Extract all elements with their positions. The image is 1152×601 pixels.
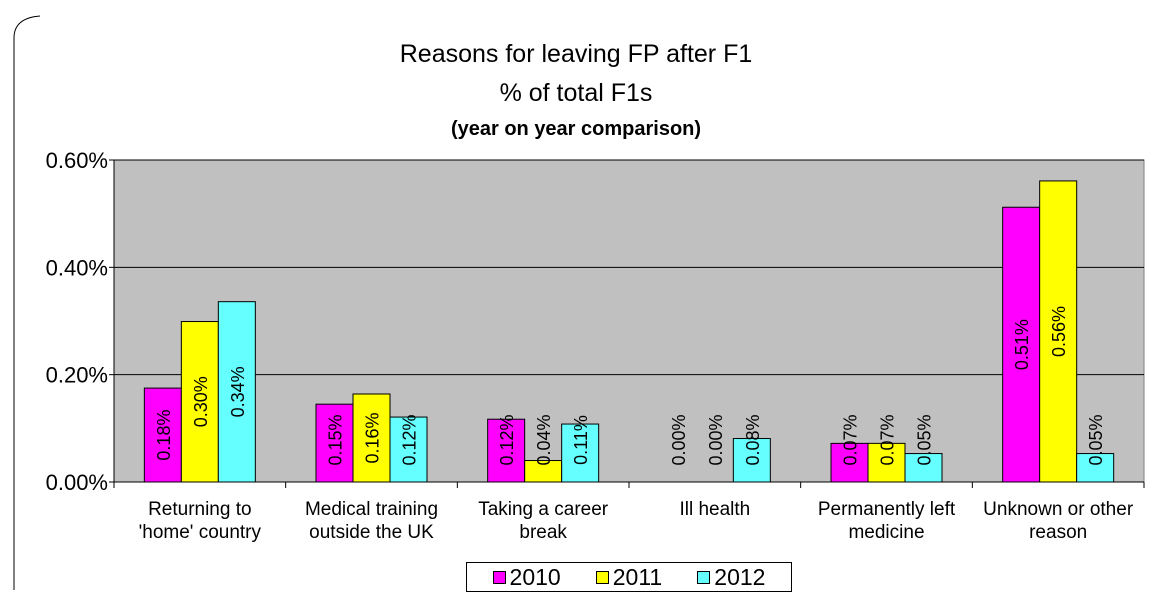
data-label: 0.18% bbox=[154, 410, 174, 461]
legend-label-2010: 2010 bbox=[509, 563, 561, 590]
x-tick-label: 'home' country bbox=[139, 522, 262, 543]
data-label: 0.15% bbox=[326, 414, 346, 465]
bar-2011 bbox=[352, 393, 391, 483]
data-labels: 0.18% 0.30% 0.34% 0.15% 0.16% 0.12% 0.12% 0.04%… bbox=[154, 306, 1106, 466]
x-tick-label: medicine bbox=[848, 522, 924, 543]
data-label: 0.56% bbox=[1049, 306, 1069, 357]
x-tick-label: Medical training bbox=[305, 499, 438, 520]
bar-2010 bbox=[487, 418, 526, 483]
legend-swatch-2011 bbox=[595, 570, 609, 584]
legend-swatch-2010 bbox=[492, 570, 506, 584]
y-tick-label: 0.40% bbox=[46, 255, 108, 280]
data-label: 0.12% bbox=[400, 414, 420, 465]
legend-item-2011: 2011 bbox=[595, 563, 663, 591]
data-label: 0.04% bbox=[534, 414, 554, 465]
x-tick-label: Ill health bbox=[679, 499, 750, 520]
bars bbox=[143, 180, 1115, 483]
data-label: 0.00% bbox=[669, 414, 689, 465]
frame-border bbox=[13, 15, 41, 590]
bar-2010 bbox=[830, 442, 869, 483]
plot-area bbox=[113, 159, 1145, 483]
data-label: 0.51% bbox=[1012, 319, 1032, 370]
x-tick-label: Unknown or other bbox=[983, 499, 1134, 520]
bar-2011 bbox=[1039, 180, 1078, 483]
y-tick-labels: 0.00% 0.20% 0.40% 0.60% bbox=[46, 148, 108, 495]
x-tick-label: Taking a career bbox=[478, 499, 609, 520]
x-tick-label: break bbox=[519, 522, 567, 543]
y-tick-label: 0.20% bbox=[46, 363, 108, 388]
axes bbox=[109, 159, 1145, 488]
data-label: 0.11% bbox=[571, 415, 591, 465]
bar-2012 bbox=[732, 438, 771, 483]
data-label: 0.07% bbox=[878, 414, 898, 465]
legend-swatch-2012 bbox=[697, 570, 711, 584]
data-label: 0.30% bbox=[191, 376, 211, 427]
chart-subtitle: % of total F1s bbox=[499, 79, 653, 107]
x-tick-label: outside the UK bbox=[309, 522, 434, 543]
legend-label-2012: 2012 bbox=[714, 563, 766, 590]
bar-2012 bbox=[1076, 453, 1115, 483]
data-label: 0.16% bbox=[363, 412, 383, 463]
legend-label-2011: 2011 bbox=[612, 563, 663, 590]
legend-item-2012: 2012 bbox=[697, 564, 765, 591]
data-label: 0.08% bbox=[743, 414, 763, 465]
data-label: 0.12% bbox=[497, 414, 517, 465]
bar-2010 bbox=[1002, 206, 1041, 483]
x-tick-label: Returning to bbox=[148, 499, 252, 520]
x-tick-label: reason bbox=[1029, 522, 1087, 543]
x-tick-label: Permanently left bbox=[818, 499, 956, 520]
data-label: 0.07% bbox=[841, 414, 861, 465]
bar-2012 bbox=[217, 301, 256, 483]
x-tick-labels: Returning to'home' country Medical traini… bbox=[139, 499, 1134, 543]
legend-item-2010: 2010 bbox=[492, 563, 561, 591]
legend: 2010 2011 2012 bbox=[466, 562, 792, 592]
y-tick-label: 0.60% bbox=[46, 148, 108, 173]
data-label: 0.05% bbox=[1086, 414, 1106, 465]
data-label: 0.05% bbox=[915, 414, 935, 465]
gridlines bbox=[114, 159, 1144, 376]
bar-2012 bbox=[389, 416, 428, 483]
data-label: 0.00% bbox=[706, 414, 726, 465]
data-label: 0.34% bbox=[228, 366, 248, 417]
chart-subtitle-comparison: (year on year comparison) bbox=[450, 118, 702, 140]
chart-title: Reasons for leaving FP after F1 bbox=[399, 40, 753, 68]
y-tick-label: 0.00% bbox=[46, 470, 108, 495]
bar-2011 bbox=[180, 321, 219, 483]
